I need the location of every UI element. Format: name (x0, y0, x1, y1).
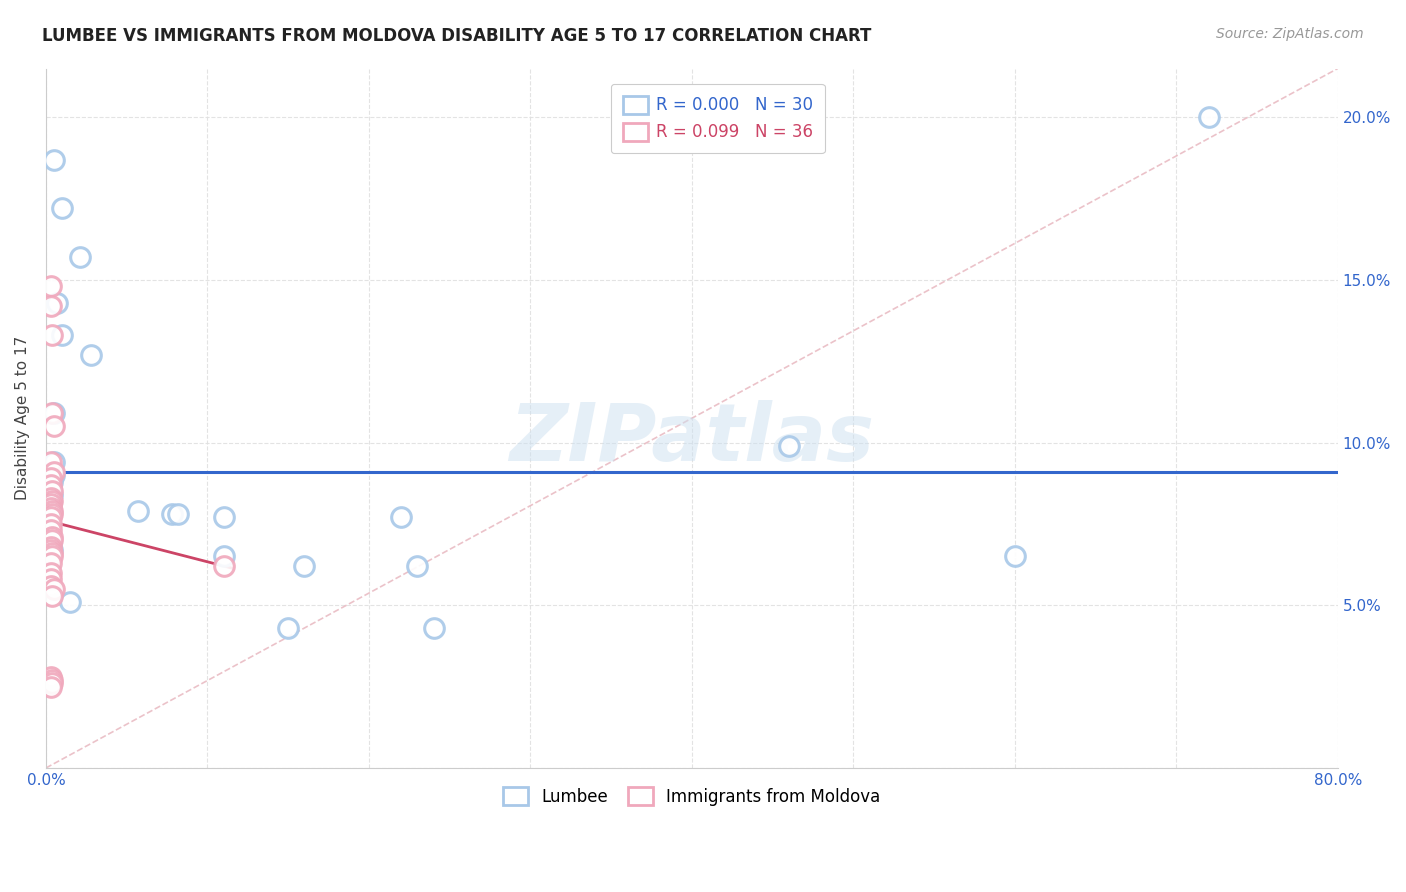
Point (39, 279, 62, 293)
Text: Source: ZipAtlas.com: Source: ZipAtlas.com (1216, 27, 1364, 41)
Point (1198, 111, 1220, 125)
Point (41, 504, 63, 518)
Point (39, 579, 62, 593)
Point (39, 494, 62, 508)
Point (51, 328, 73, 343)
Point (39, 524, 62, 538)
Point (39, 481, 62, 495)
Point (39, 471, 62, 485)
Point (39, 680, 62, 694)
Point (42, 455, 65, 469)
Point (212, 559, 235, 574)
Point (41, 406, 63, 420)
Point (39, 516, 62, 531)
Point (39, 540, 62, 554)
Point (41, 533, 63, 548)
Point (41, 676, 63, 690)
Point (422, 621, 444, 635)
Point (59, 595, 82, 609)
Point (41, 488, 63, 502)
Point (41, 589, 63, 603)
Point (41, 530, 63, 544)
Point (39, 670, 62, 684)
Point (41, 484, 63, 499)
Point (39, 536, 62, 550)
Point (389, 510, 412, 524)
Point (39, 299, 62, 313)
Legend: Lumbee, Immigrants from Moldova: Lumbee, Immigrants from Moldova (494, 777, 891, 815)
Point (42, 582, 65, 596)
Point (212, 549, 235, 564)
Y-axis label: Disability Age 5 to 17: Disability Age 5 to 17 (15, 336, 30, 500)
Point (39, 510, 62, 524)
Point (277, 621, 299, 635)
Point (41, 475, 63, 489)
Point (39, 543, 62, 558)
Point (42, 419, 65, 434)
Point (167, 507, 190, 521)
Point (212, 510, 235, 524)
Point (42, 468, 65, 483)
Point (406, 559, 429, 574)
Point (51, 202, 73, 216)
Point (69, 250, 91, 264)
Point (41, 549, 63, 564)
Point (39, 500, 62, 515)
Point (41, 673, 63, 687)
Point (41, 328, 63, 343)
Point (41, 507, 63, 521)
Point (39, 455, 62, 469)
Point (39, 491, 62, 505)
Point (39, 566, 62, 580)
Point (1004, 549, 1026, 564)
Point (41, 543, 63, 558)
Point (42, 153, 65, 167)
Point (42, 465, 65, 479)
Point (80, 348, 103, 362)
Text: LUMBEE VS IMMIGRANTS FROM MOLDOVA DISABILITY AGE 5 TO 17 CORRELATION CHART: LUMBEE VS IMMIGRANTS FROM MOLDOVA DISABI… (42, 27, 872, 45)
Point (127, 504, 149, 518)
Point (46, 295, 69, 310)
Point (42, 406, 65, 420)
Point (292, 559, 315, 574)
Point (41, 494, 63, 508)
Point (39, 498, 62, 512)
Point (41, 546, 63, 560)
Point (160, 507, 183, 521)
Point (39, 572, 62, 586)
Text: ZIPatlas: ZIPatlas (509, 401, 875, 478)
Point (39, 478, 62, 492)
Point (39, 556, 62, 570)
Point (39, 500, 62, 515)
Point (778, 439, 800, 453)
